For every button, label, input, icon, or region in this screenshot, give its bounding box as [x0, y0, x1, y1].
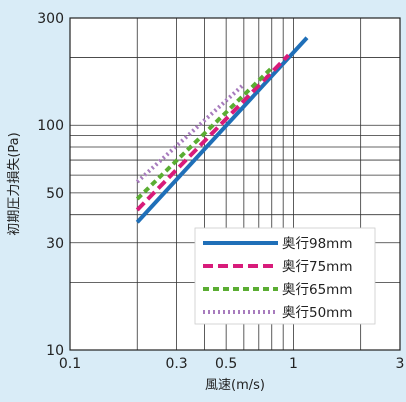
- series-line-4: [135, 82, 246, 184]
- legend-label-3: 奥行65mm: [282, 281, 352, 298]
- legend: 奥行98mm 奥行75mm 奥行65mm 奥行50mm: [194, 227, 376, 325]
- y-tick-label: 30: [46, 236, 64, 252]
- x-tick-label: 0.5: [215, 356, 237, 372]
- series-line-3: [135, 66, 274, 201]
- x-tick-label: 3: [396, 356, 405, 372]
- x-tick-label: 1: [289, 356, 298, 372]
- y-tick-label: 300: [37, 11, 64, 27]
- plot-frame: [69, 17, 401, 351]
- legend-label-2: 奥行75mm: [282, 258, 352, 275]
- x-tick-label: 0.3: [165, 356, 187, 372]
- series-layer: [135, 36, 309, 224]
- x-tick-label: 0.1: [59, 356, 81, 372]
- legend-box: [194, 227, 376, 325]
- series-line-1: [135, 36, 309, 224]
- y-axis-label: 初期圧力損失(Pa): [7, 132, 22, 235]
- series-line-2: [135, 53, 290, 212]
- x-axis-label: 風速(m/s): [205, 378, 265, 393]
- y-tick-label: 50: [46, 186, 64, 202]
- y-tick-label: 100: [37, 118, 64, 134]
- y-tick-label: 10: [46, 343, 64, 359]
- tick-labels: 0.1 0.3 0.5 1 3 10 30 50 100 300: [37, 11, 404, 372]
- legend-label-4: 奥行50mm: [282, 304, 352, 321]
- legend-label-1: 奥行98mm: [282, 235, 352, 252]
